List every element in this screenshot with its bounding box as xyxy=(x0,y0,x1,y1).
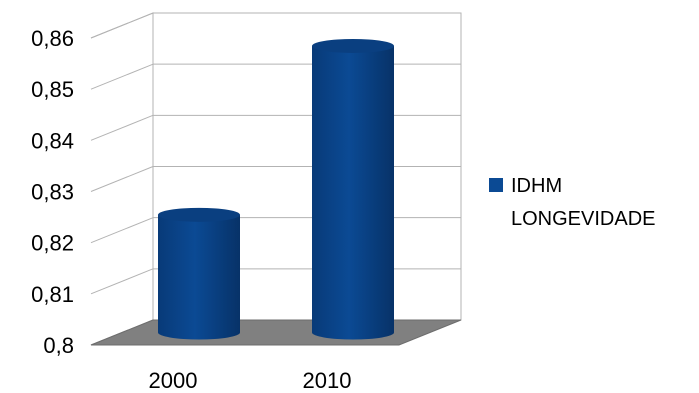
x-axis-ticks: 2000 2010 xyxy=(149,368,352,393)
gridline-side xyxy=(90,12,154,39)
y-tick-label: 0,82 xyxy=(31,231,74,256)
gridline-side xyxy=(90,63,154,90)
legend: IDHM LONGEVIDADE xyxy=(489,175,655,230)
bar-2000 xyxy=(158,207,240,340)
y-tick-label: 0,84 xyxy=(31,128,74,153)
y-tick-label: 0,85 xyxy=(31,77,74,102)
gridline-side xyxy=(90,114,154,141)
gridline-side xyxy=(90,166,154,192)
gridline-side xyxy=(90,217,154,244)
y-axis-ticks: 0,8 0,81 0,82 0,83 0,84 0,85 0,86 xyxy=(31,26,74,358)
bar-body xyxy=(312,45,394,340)
bar-top xyxy=(312,38,394,53)
bar-body xyxy=(158,214,240,340)
bars xyxy=(158,38,394,340)
y-tick-label: 0,83 xyxy=(31,180,74,205)
y-tick-label: 0,81 xyxy=(31,282,74,307)
bar-2010 xyxy=(312,38,394,340)
chart-walls xyxy=(90,12,462,346)
bar-top xyxy=(158,207,240,222)
chart-floor xyxy=(90,319,462,346)
gridline-side xyxy=(90,268,154,295)
legend-label-line-1: IDHM xyxy=(511,175,562,197)
y-tick-label: 0,86 xyxy=(31,26,74,51)
legend-label-line-2: LONGEVIDADE xyxy=(511,208,655,230)
legend-swatch xyxy=(489,178,503,192)
x-tick-label: 2010 xyxy=(303,368,352,393)
y-tick-label: 0,8 xyxy=(43,333,74,358)
floor xyxy=(90,319,462,346)
x-tick-label: 2000 xyxy=(149,368,198,393)
